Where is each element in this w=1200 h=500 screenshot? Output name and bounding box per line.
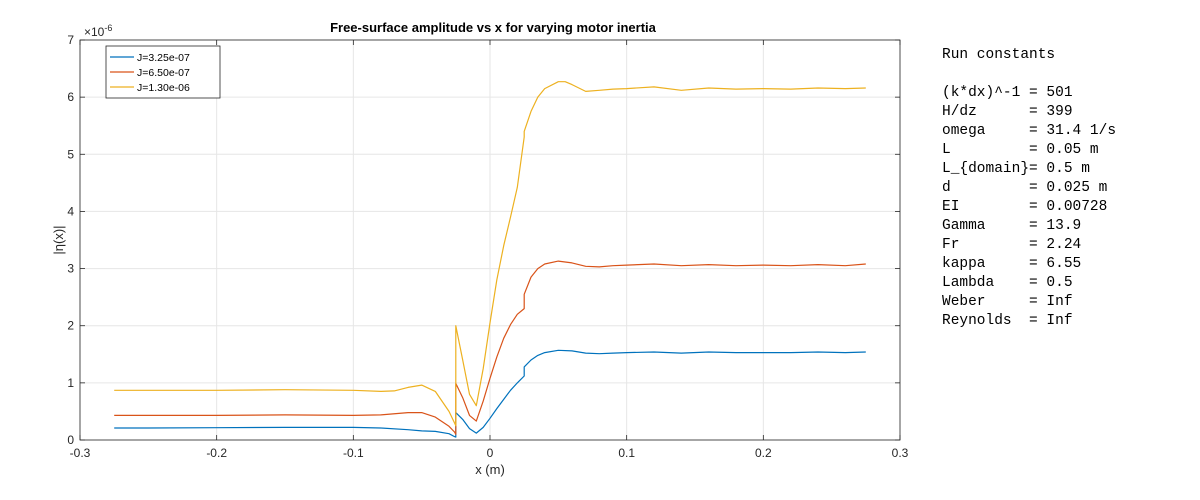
run-constant-line: (k*dx)^-1 = 501 — [942, 85, 1073, 101]
series-line-3 — [114, 81, 866, 427]
x-tick-label: 0.1 — [618, 446, 635, 460]
run-constants-heading: Run constants — [942, 47, 1055, 63]
y-tick-label: 6 — [67, 90, 74, 104]
run-constant-line: omega = 31.4 1/s — [942, 123, 1116, 139]
y-tick-label: 3 — [67, 262, 74, 276]
legend-entry-2: J=6.50e-07 — [137, 67, 190, 79]
series-line-1 — [114, 349, 866, 438]
run-constant-line: Fr = 2.24 — [942, 237, 1081, 253]
y-tick-label: 0 — [67, 433, 74, 447]
x-tick-label: -0.2 — [206, 446, 227, 460]
run-constant-line: Gamma = 13.9 — [942, 218, 1081, 234]
run-constants-panel: Run constants (k*dx)^-1 = 501 H/dz = 399 om… — [942, 47, 1116, 329]
y-tick-label: 2 — [67, 319, 74, 333]
x-tick-label: 0 — [487, 446, 494, 460]
run-constant-line: kappa = 6.55 — [942, 256, 1081, 272]
run-constant-line: Reynolds = Inf — [942, 313, 1073, 329]
y-axis-label: |η(x)| — [51, 225, 66, 254]
y-tick-label: 1 — [67, 376, 74, 390]
legend-entry-1: J=3.25e-07 — [137, 52, 190, 64]
x-tick-label: -0.3 — [70, 446, 91, 460]
run-constant-line: EI = 0.00728 — [942, 199, 1107, 215]
chart-title: Free-surface amplitude vs x for varying … — [330, 20, 657, 35]
x-tick-label: -0.1 — [343, 446, 364, 460]
legend-entry-3: J=1.30e-06 — [137, 82, 190, 94]
y-exponent-power: -6 — [104, 23, 112, 33]
run-constant-line: L_{domain}= 0.5 m — [942, 161, 1090, 177]
run-constant-line: Lambda = 0.5 — [942, 275, 1073, 291]
x-tick-label: 0.3 — [892, 446, 909, 460]
y-tick-label: 4 — [67, 204, 74, 218]
run-constant-line: Weber = Inf — [942, 294, 1073, 310]
x-tick-label: 0.2 — [755, 446, 772, 460]
x-axis-label: x (m) — [475, 462, 505, 477]
y-tick-label: 7 — [67, 33, 74, 47]
y-tick-label: 5 — [67, 147, 74, 161]
series-line-2 — [114, 260, 866, 435]
run-constant-line: L = 0.05 m — [942, 142, 1099, 158]
run-constant-line: d = 0.025 m — [942, 180, 1107, 196]
run-constant-line: H/dz = 399 — [942, 104, 1073, 120]
